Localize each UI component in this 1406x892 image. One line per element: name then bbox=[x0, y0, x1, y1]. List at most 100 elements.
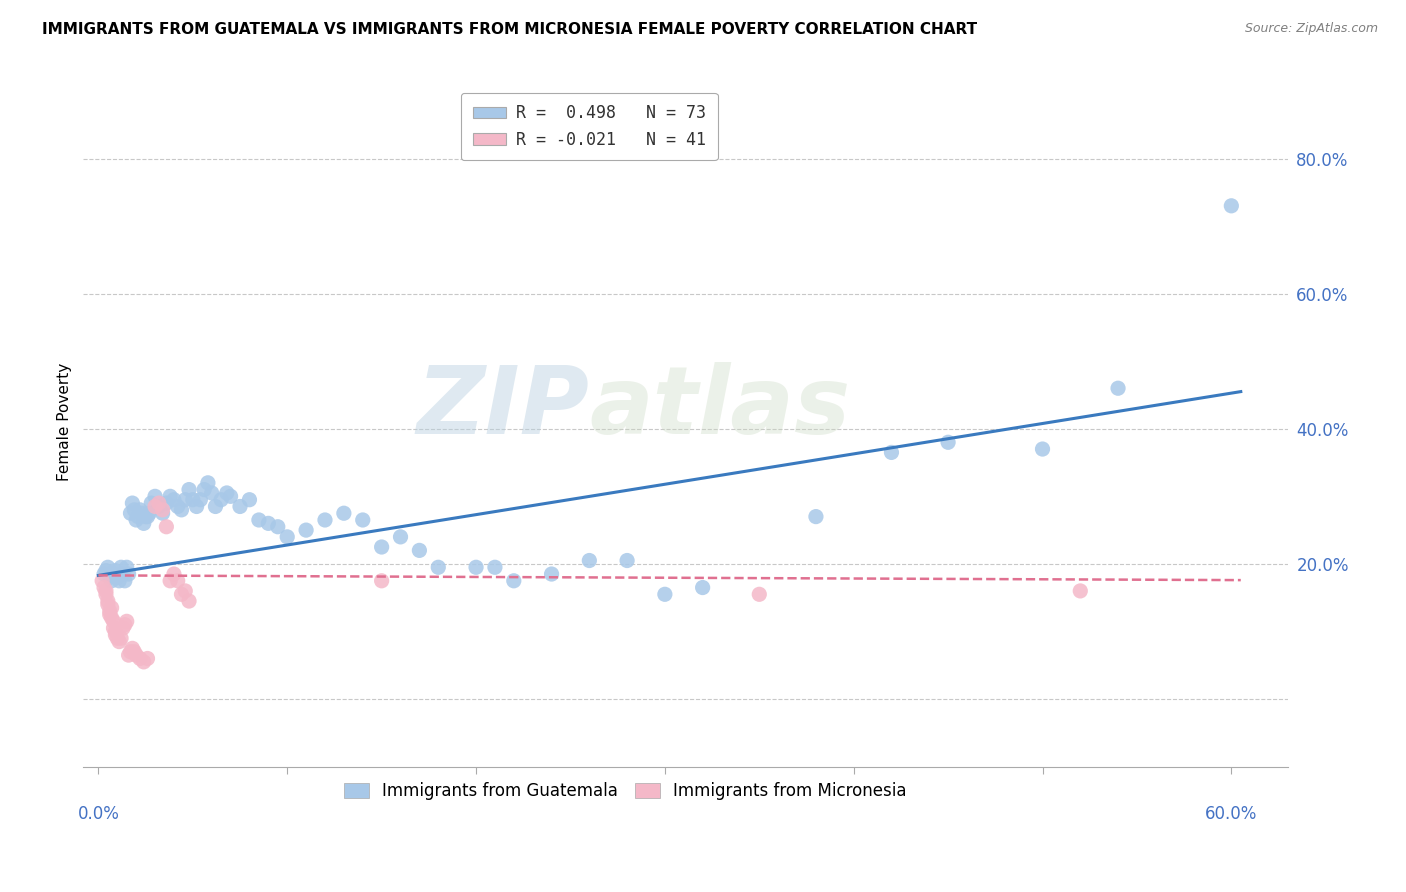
Point bbox=[166, 500, 188, 514]
Point bbox=[117, 648, 139, 662]
Point bbox=[148, 500, 170, 514]
Point bbox=[295, 523, 318, 537]
Point bbox=[108, 634, 131, 648]
Text: 0.0%: 0.0% bbox=[77, 805, 120, 823]
Point bbox=[91, 574, 114, 588]
Point bbox=[333, 506, 356, 520]
Point bbox=[141, 496, 163, 510]
Point bbox=[152, 506, 174, 520]
Point bbox=[215, 486, 238, 500]
Point bbox=[124, 645, 146, 659]
Point bbox=[148, 496, 170, 510]
Point bbox=[94, 583, 117, 598]
Point bbox=[136, 651, 159, 665]
Point bbox=[654, 587, 676, 601]
Point bbox=[193, 483, 215, 497]
Point bbox=[125, 513, 148, 527]
Point bbox=[159, 574, 181, 588]
Point bbox=[138, 506, 160, 520]
Point bbox=[121, 641, 143, 656]
Point bbox=[247, 513, 270, 527]
Point bbox=[155, 520, 177, 534]
Point bbox=[103, 567, 125, 582]
Point bbox=[104, 564, 127, 578]
Point bbox=[127, 509, 149, 524]
Point bbox=[190, 492, 212, 507]
Point bbox=[120, 645, 142, 659]
Point bbox=[111, 621, 134, 635]
Point bbox=[132, 516, 155, 531]
Point bbox=[103, 621, 125, 635]
Point bbox=[105, 631, 128, 645]
Point bbox=[166, 574, 188, 588]
Text: Source: ZipAtlas.com: Source: ZipAtlas.com bbox=[1244, 22, 1378, 36]
Point bbox=[204, 500, 226, 514]
Point bbox=[880, 445, 903, 459]
Point bbox=[125, 648, 148, 662]
Point bbox=[94, 564, 117, 578]
Point bbox=[98, 570, 121, 584]
Point bbox=[370, 574, 392, 588]
Point bbox=[804, 509, 827, 524]
Point bbox=[100, 574, 122, 588]
Point bbox=[170, 503, 193, 517]
Point bbox=[111, 567, 134, 582]
Point bbox=[616, 553, 638, 567]
Point bbox=[408, 543, 430, 558]
Point bbox=[103, 615, 125, 629]
Point bbox=[97, 560, 120, 574]
Point bbox=[108, 574, 131, 588]
Point bbox=[177, 594, 200, 608]
Point bbox=[578, 553, 600, 567]
Point bbox=[186, 500, 208, 514]
Point bbox=[143, 500, 166, 514]
Point bbox=[143, 489, 166, 503]
Text: atlas: atlas bbox=[589, 362, 851, 454]
Point bbox=[267, 520, 290, 534]
Point bbox=[238, 492, 260, 507]
Point bbox=[117, 567, 139, 582]
Point bbox=[936, 435, 959, 450]
Point bbox=[124, 503, 146, 517]
Point bbox=[110, 560, 132, 574]
Point bbox=[120, 506, 142, 520]
Point bbox=[540, 567, 562, 582]
Point bbox=[93, 567, 115, 582]
Point bbox=[170, 587, 193, 601]
Point bbox=[115, 615, 138, 629]
Point bbox=[129, 503, 152, 517]
Point bbox=[114, 617, 136, 632]
Point bbox=[114, 574, 136, 588]
Point bbox=[159, 489, 181, 503]
Point bbox=[105, 570, 128, 584]
Point bbox=[197, 475, 219, 490]
Point bbox=[201, 486, 224, 500]
Point bbox=[97, 594, 120, 608]
Point bbox=[100, 600, 122, 615]
Point bbox=[98, 604, 121, 618]
Point bbox=[104, 628, 127, 642]
Y-axis label: Female Poverty: Female Poverty bbox=[58, 363, 72, 481]
Point bbox=[1107, 381, 1129, 395]
Point bbox=[389, 530, 412, 544]
Point bbox=[97, 598, 120, 612]
Point bbox=[1220, 199, 1243, 213]
Point bbox=[174, 583, 197, 598]
Text: IMMIGRANTS FROM GUATEMALA VS IMMIGRANTS FROM MICRONESIA FEMALE POVERTY CORRELATI: IMMIGRANTS FROM GUATEMALA VS IMMIGRANTS … bbox=[42, 22, 977, 37]
Point bbox=[177, 483, 200, 497]
Point bbox=[115, 560, 138, 574]
Point bbox=[314, 513, 336, 527]
Point bbox=[174, 492, 197, 507]
Point bbox=[1069, 583, 1091, 598]
Text: 60.0%: 60.0% bbox=[1205, 805, 1257, 823]
Point bbox=[94, 587, 117, 601]
Point bbox=[181, 492, 204, 507]
Point bbox=[163, 567, 186, 582]
Point bbox=[257, 516, 280, 531]
Point bbox=[93, 581, 115, 595]
Point bbox=[229, 500, 252, 514]
Point bbox=[100, 611, 122, 625]
Point bbox=[370, 540, 392, 554]
Point bbox=[1031, 442, 1053, 456]
Point bbox=[135, 509, 157, 524]
